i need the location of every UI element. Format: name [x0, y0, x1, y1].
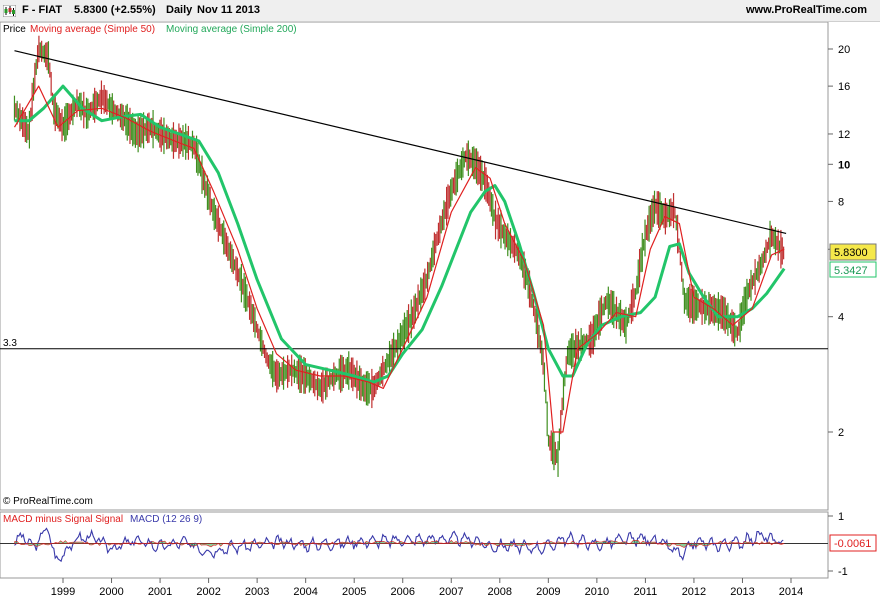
price-lines: [0, 50, 828, 433]
candlestick-icon: [3, 5, 16, 17]
website-link[interactable]: www.ProRealTime.com: [746, 4, 868, 16]
x-tick-label: 2013: [730, 586, 754, 598]
x-tick-label: 2005: [342, 586, 366, 598]
legend-price: Price: [3, 24, 26, 35]
price-y-tick-label: 16: [838, 81, 850, 93]
period-label: Daily: [166, 4, 193, 16]
price-y-tick-label: 8: [838, 196, 844, 208]
svg-text:5.8300: 5.8300: [834, 247, 868, 259]
copyright-label: © ProRealTime.com: [3, 496, 93, 507]
svg-text:5.3427: 5.3427: [834, 265, 868, 277]
x-tick-label: 2003: [245, 586, 269, 598]
last-price-box: 5.8300: [829, 243, 877, 261]
legend-macd-histogram: MACD minus Signal Signal: [3, 514, 123, 525]
x-tick-label: 2008: [488, 586, 512, 598]
x-tick-label: 2010: [585, 586, 609, 598]
price-y-axis: 246810121620: [828, 44, 850, 439]
macd-y-tick-label: 1: [838, 511, 844, 523]
x-tick-label: 2011: [634, 586, 658, 598]
x-tick-label: 2000: [99, 586, 123, 598]
ma50-line: [13, 85, 785, 433]
instrument-name: F - FIAT: [22, 4, 63, 16]
price-bars: [13, 35, 785, 477]
x-tick-label: 2006: [390, 586, 414, 598]
x-tick-label: 2014: [779, 586, 803, 598]
price-y-tick-label: 4: [838, 312, 844, 324]
macd-y-tick-label: -1: [838, 566, 848, 578]
legend-ma50: Moving average (Simple 50): [30, 24, 155, 35]
x-tick-label: 2001: [148, 586, 172, 598]
price-y-tick-label: 12: [838, 129, 850, 141]
price-plot-area: [0, 22, 829, 511]
price-y-tick-label: 20: [838, 44, 850, 56]
x-tick-label: 2004: [293, 586, 317, 598]
last-price-change: 5.8300 (+2.55%): [74, 4, 156, 16]
chart-area: 246810121620 Price Moving average (Simpl…: [0, 22, 877, 598]
ma200-value-box: 5.3427: [829, 261, 877, 278]
trendline: [14, 50, 787, 234]
price-y-tick-label: 10: [838, 159, 850, 171]
price-y-tick-label: 2: [838, 427, 844, 439]
support-level-label: 3.3: [3, 338, 17, 349]
chart-date: Nov 11 2013: [197, 4, 260, 16]
x-tick-label: 2002: [196, 586, 220, 598]
legend-macd: MACD (12 26 9): [130, 514, 202, 525]
x-tick-label: 2009: [536, 586, 560, 598]
macd-histogram: [14, 539, 785, 548]
x-tick-label: 1999: [51, 586, 75, 598]
macd-value-box: -0.0061: [829, 534, 877, 552]
header-bar: F - FIAT 5.8300 (+2.55%) Daily Nov 11 20…: [0, 0, 880, 22]
x-tick-label: 2012: [682, 586, 706, 598]
svg-text:-0.0061: -0.0061: [834, 538, 871, 550]
ma200-line: [14, 84, 786, 384]
legend-ma200: Moving average (Simple 200): [166, 24, 297, 35]
macd-lines: [14, 527, 785, 563]
x-tick-label: 2007: [439, 586, 463, 598]
x-axis: 1999 2000 2001 2002 2003 2004 2005 2006 2007 2008…: [51, 578, 803, 598]
